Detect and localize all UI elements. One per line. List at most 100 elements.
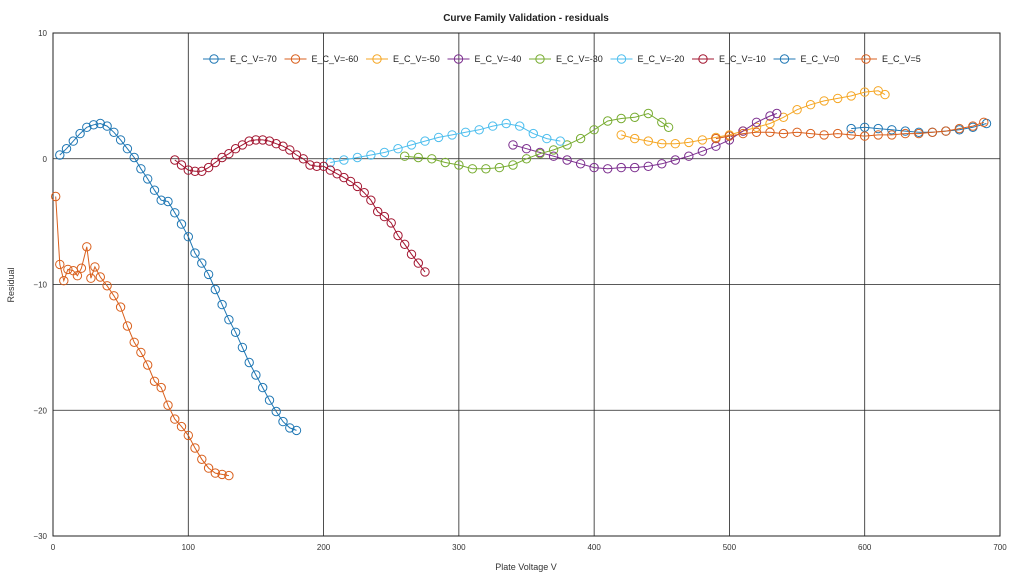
data-point bbox=[217, 469, 227, 480]
data-point bbox=[542, 133, 552, 144]
data-point bbox=[846, 130, 856, 140]
data-point bbox=[258, 382, 268, 393]
data-point bbox=[846, 91, 856, 101]
data-point bbox=[190, 443, 200, 453]
data-point bbox=[176, 421, 187, 432]
series-line bbox=[55, 196, 229, 477]
data-point bbox=[630, 112, 640, 123]
data-point bbox=[210, 157, 221, 168]
legend-entry: E_C_V=-50 bbox=[366, 54, 440, 64]
y-tick-label: −10 bbox=[33, 281, 47, 290]
data-point bbox=[95, 118, 106, 129]
data-point bbox=[528, 128, 538, 139]
data-point bbox=[555, 136, 565, 146]
legend-label: E_C_V=-50 bbox=[393, 54, 440, 64]
series-group bbox=[51, 86, 992, 481]
data-point bbox=[751, 122, 762, 133]
data-point bbox=[63, 264, 73, 275]
data-point bbox=[210, 468, 221, 478]
data-point bbox=[880, 89, 890, 100]
legend: E_C_V=-70 E_C_V=-60 E_C_V=-50 E_C_V=-40 E_C_… bbox=[203, 54, 921, 64]
data-point bbox=[183, 232, 194, 242]
data-point bbox=[643, 161, 653, 172]
data-point bbox=[670, 155, 680, 165]
data-point bbox=[427, 154, 437, 164]
data-point bbox=[413, 258, 423, 268]
data-point bbox=[122, 144, 133, 154]
data-point bbox=[657, 139, 667, 149]
data-point bbox=[163, 400, 173, 410]
data-point bbox=[765, 111, 775, 121]
data-point bbox=[447, 130, 457, 140]
data-point bbox=[190, 248, 200, 258]
legend-entry: E_C_V=-70 bbox=[203, 54, 277, 64]
legend-entry: E_C_V=-10 bbox=[692, 54, 766, 64]
data-point bbox=[562, 155, 572, 165]
data-point bbox=[82, 242, 92, 252]
data-point bbox=[82, 122, 92, 133]
data-point bbox=[352, 152, 363, 163]
data-point bbox=[373, 206, 383, 217]
legend-marker-swatch bbox=[861, 54, 871, 64]
data-point bbox=[136, 347, 146, 358]
legend-entry: E_C_V=-30 bbox=[529, 54, 603, 64]
data-point bbox=[521, 154, 532, 164]
data-point bbox=[548, 145, 559, 155]
data-point bbox=[927, 127, 938, 138]
data-point bbox=[136, 164, 146, 174]
data-point bbox=[616, 130, 626, 140]
series-9 bbox=[711, 117, 989, 144]
data-point bbox=[846, 123, 856, 134]
data-point bbox=[156, 195, 166, 205]
data-point bbox=[109, 291, 119, 301]
data-point bbox=[291, 425, 302, 436]
data-point bbox=[454, 160, 464, 170]
data-point bbox=[751, 117, 762, 128]
data-point bbox=[460, 127, 471, 138]
data-point bbox=[176, 219, 187, 229]
legend-marker-swatch bbox=[779, 54, 790, 64]
data-point bbox=[711, 133, 721, 144]
data-point bbox=[197, 454, 207, 464]
data-point bbox=[941, 126, 951, 136]
data-point bbox=[264, 136, 275, 146]
data-point bbox=[345, 176, 356, 187]
data-point bbox=[467, 164, 478, 174]
data-point bbox=[366, 195, 376, 205]
data-point bbox=[400, 239, 410, 250]
legend-marker-swatch bbox=[616, 54, 627, 64]
data-point bbox=[203, 463, 214, 473]
data-point bbox=[366, 150, 376, 160]
legend-marker-swatch bbox=[290, 54, 301, 64]
data-point bbox=[575, 159, 586, 169]
data-point bbox=[129, 337, 139, 347]
data-point bbox=[224, 149, 234, 159]
data-point bbox=[643, 108, 653, 119]
data-point bbox=[251, 370, 261, 380]
data-point bbox=[143, 174, 153, 184]
y-tick-label: 0 bbox=[43, 155, 48, 164]
data-point bbox=[258, 135, 268, 145]
data-point bbox=[663, 122, 674, 133]
x-tick-label: 500 bbox=[723, 543, 737, 552]
data-point bbox=[352, 181, 363, 192]
data-point bbox=[508, 160, 518, 170]
legend-marker-swatch bbox=[698, 54, 708, 64]
data-point bbox=[88, 120, 99, 130]
data-point bbox=[914, 128, 924, 139]
data-point bbox=[819, 96, 829, 106]
series-line bbox=[330, 122, 561, 163]
data-point bbox=[765, 127, 775, 138]
data-point bbox=[115, 302, 126, 312]
data-point bbox=[805, 128, 816, 139]
data-point bbox=[285, 145, 295, 155]
data-point bbox=[122, 321, 133, 331]
data-point bbox=[833, 128, 843, 139]
y-tick-label: 10 bbox=[38, 29, 47, 38]
data-point bbox=[298, 154, 308, 164]
data-point bbox=[589, 162, 599, 173]
data-point bbox=[210, 284, 221, 295]
data-point bbox=[170, 414, 180, 424]
x-tick-label: 0 bbox=[51, 543, 56, 552]
